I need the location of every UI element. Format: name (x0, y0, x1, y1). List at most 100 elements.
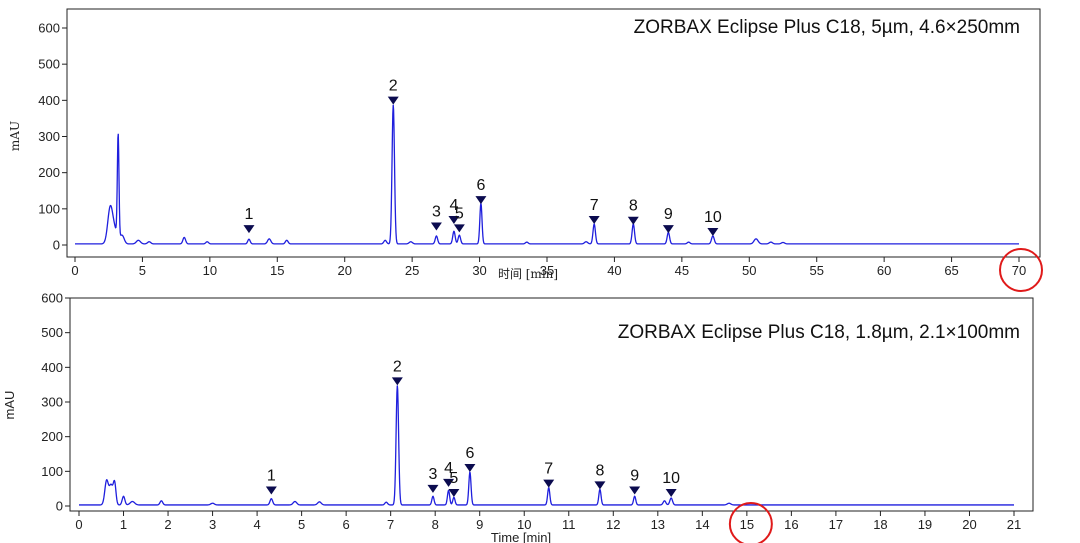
x-tick-label: 16 (784, 517, 798, 532)
x-tick-label: 50 (742, 263, 756, 278)
peak-marker (387, 96, 399, 105)
peak-label: 3 (432, 204, 441, 221)
x-tick-label: 1 (120, 517, 127, 532)
x-tick-label: 21 (1007, 517, 1021, 532)
y-tick-label: 400 (38, 93, 60, 108)
x-tick-label: 65 (944, 263, 958, 278)
y-tick-label: 200 (41, 429, 63, 444)
peak-marker (430, 222, 442, 231)
x-tick-label: 19 (918, 517, 932, 532)
x-tick-label: 14 (695, 517, 709, 532)
y-tick-label: 400 (41, 360, 63, 375)
y-tick-label: 300 (38, 129, 60, 144)
x-tick-label: 30 (472, 263, 486, 278)
y-tick-label: 100 (41, 464, 63, 479)
peak-label: 7 (544, 461, 553, 478)
x-tick-label: 10 (517, 517, 531, 532)
y-tick-label: 300 (41, 395, 63, 410)
x-tick-label: 70 (1012, 263, 1026, 278)
y-tick-label: 0 (56, 499, 63, 514)
peak-label: 1 (267, 468, 276, 485)
chromatogram-bottom-panel: ZORBAX Eclipse Plus C18, 1.8µm, 2.1×100m… (2, 291, 1034, 543)
y-tick-label: 0 (53, 238, 60, 253)
peak-label: 6 (476, 177, 485, 194)
x-tick-label: 0 (71, 263, 78, 278)
peak-marker (453, 224, 465, 233)
x-tick-label: 55 (809, 263, 823, 278)
x-tick-label: 20 (337, 263, 351, 278)
peak-marker (588, 216, 600, 225)
chromatogram-top-panel: ZORBAX Eclipse Plus C18, 5µm, 4.6×250mm … (8, 8, 1043, 292)
peak-marker (448, 216, 460, 225)
y-tick-label: 200 (38, 165, 60, 180)
peak-label: 9 (664, 206, 673, 223)
peak-marker (662, 225, 674, 234)
peak-label: 1 (245, 206, 254, 223)
highlight-circle-top (999, 248, 1043, 292)
peak-label: 7 (590, 197, 599, 214)
peak-label: 2 (393, 358, 402, 375)
x-axis-label-bottom: Time [min] (491, 530, 551, 543)
chromatogram-trace-bottom (79, 385, 1014, 506)
peak-markers-top: 1 2 3 456 7 8 9 10 (243, 78, 722, 236)
x-tick-label: 12 (606, 517, 620, 532)
peak-label: 10 (704, 209, 722, 226)
peak-label: 6 (465, 445, 474, 462)
x-tick-label: 0 (75, 517, 82, 532)
peak-marker (448, 488, 460, 497)
y-axis-label-bottom: mAU (2, 391, 17, 420)
x-tick-label: 7 (387, 517, 394, 532)
peak-marker (594, 481, 606, 490)
x-tick-label: 2 (164, 517, 171, 532)
peak-marker (665, 488, 677, 497)
peak-label: 4 (449, 197, 458, 214)
peak-label: 4 (444, 460, 453, 477)
peak-marker (707, 227, 719, 236)
peak-label: 5 (455, 205, 464, 222)
peak-marker (265, 486, 277, 495)
x-tick-label: 35 (540, 263, 554, 278)
peak-label: 10 (662, 470, 680, 487)
peak-markers-bottom: 1 2 3 456 7 8 9 10 (265, 358, 680, 497)
chromatogram-trace-top (75, 104, 1019, 245)
y-axis-label-top: mAU (8, 121, 22, 151)
x-tick-label: 3 (209, 517, 216, 532)
y-tick-label: 600 (38, 21, 60, 36)
plot-frame-top (66, 8, 1041, 258)
x-axis-label-top: 时间 [min] (498, 267, 558, 281)
x-tick-label: 5 (298, 517, 305, 532)
peak-marker (243, 225, 255, 234)
peak-label: 2 (389, 78, 398, 95)
x-tick-label: 20 (962, 517, 976, 532)
highlight-circle-bottom (728, 502, 773, 543)
peak-marker (475, 196, 487, 205)
x-tick-label: 11 (562, 517, 576, 532)
peak-label: 9 (630, 468, 639, 485)
peak-marker (427, 484, 439, 493)
peak-marker (443, 478, 455, 487)
y-tick-label: 600 (41, 291, 63, 306)
x-tick-label: 4 (253, 517, 260, 532)
y-tick-label: 100 (38, 201, 60, 216)
x-tick-label: 9 (476, 517, 483, 532)
x-tick-label: 5 (139, 263, 146, 278)
plot-frame-bottom (69, 297, 1034, 512)
x-tick-label: 15 (270, 263, 284, 278)
peak-marker (627, 216, 639, 225)
x-tick-label: 8 (432, 517, 439, 532)
peak-label: 5 (449, 470, 458, 487)
y-tick-label: 500 (41, 325, 63, 340)
x-tick-label: 6 (343, 517, 350, 532)
x-tick-label: 10 (203, 263, 217, 278)
peak-label: 3 (429, 466, 438, 483)
chart-title-top: ZORBAX Eclipse Plus C18, 5µm, 4.6×250mm (634, 17, 1020, 38)
x-tick-label: 18 (873, 517, 887, 532)
x-tick-label: 25 (405, 263, 419, 278)
peak-label: 8 (595, 462, 604, 479)
x-tick-label: 13 (651, 517, 665, 532)
x-tick-label: 17 (829, 517, 843, 532)
peak-marker (391, 377, 403, 386)
